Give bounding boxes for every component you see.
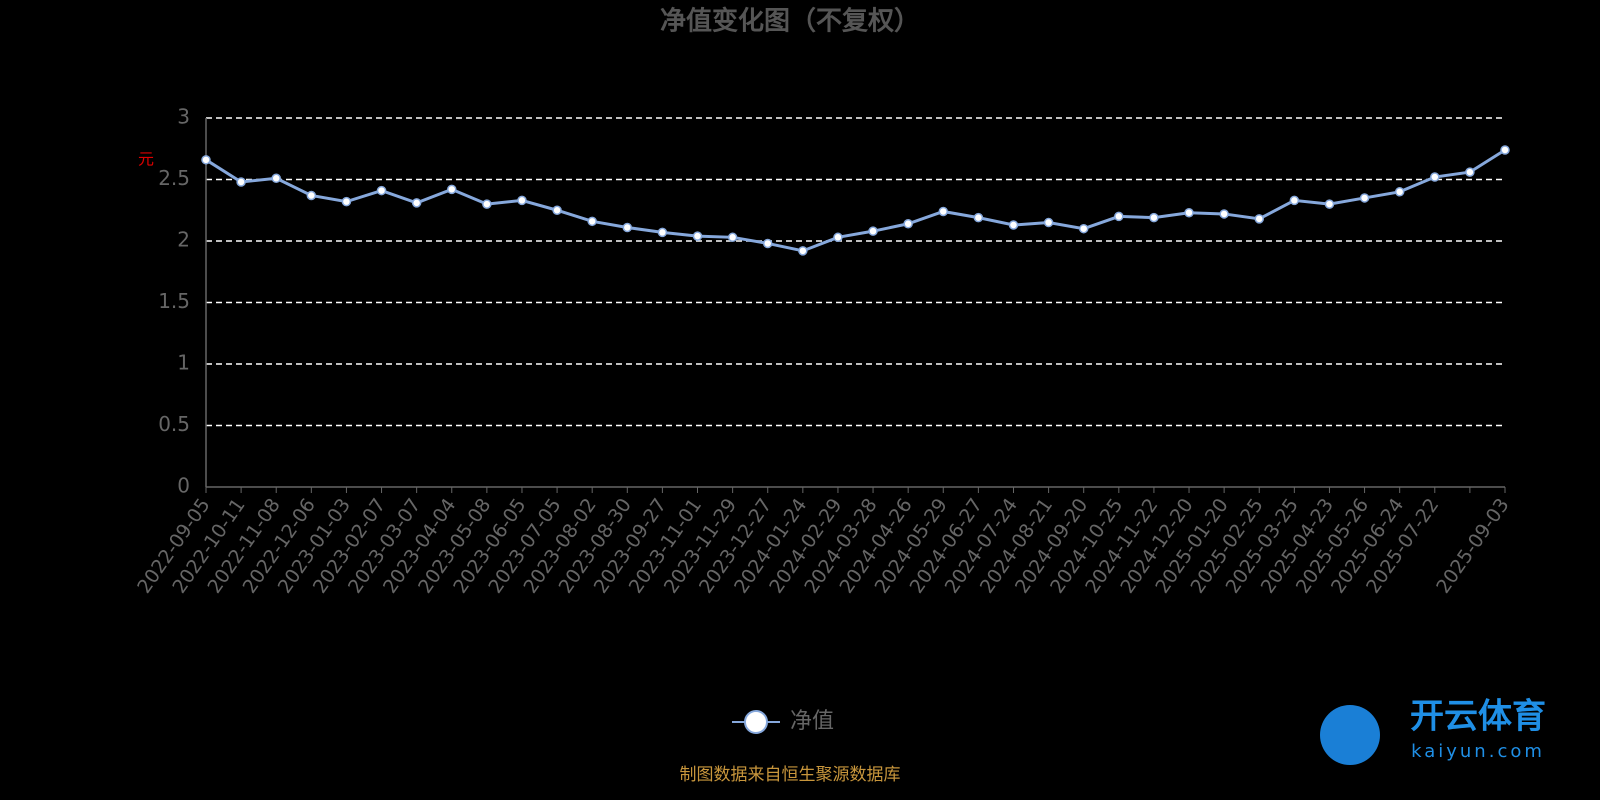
point (1394, 187, 1405, 197)
point (552, 205, 562, 215)
legend-marker (744, 710, 768, 734)
watermark-site: kaiyun.com (1411, 741, 1545, 762)
point (1465, 167, 1475, 177)
point (1359, 193, 1370, 203)
y-tick-label: 1 (177, 351, 190, 375)
chart-title: 净值变化图（不复权） (660, 6, 920, 37)
point (1149, 212, 1159, 223)
point (447, 184, 457, 195)
y-axis-label: 元 (138, 150, 154, 169)
point (341, 196, 352, 207)
point (938, 206, 949, 217)
y-tick-label: 3 (177, 105, 190, 129)
point (201, 155, 211, 165)
point (868, 226, 878, 236)
point (1500, 145, 1510, 155)
point (692, 231, 703, 241)
watermark-logo (1320, 705, 1380, 765)
point (271, 173, 281, 184)
point (1043, 217, 1054, 228)
point (1430, 172, 1440, 182)
point (622, 222, 633, 233)
point (517, 195, 527, 206)
point (1324, 199, 1335, 209)
y-tick-label: 2 (177, 228, 190, 252)
point (762, 238, 773, 249)
point (903, 219, 913, 229)
point (306, 190, 317, 201)
x-tick-label: 2025-09-03 (1432, 494, 1513, 597)
point (1289, 195, 1300, 206)
point (1254, 214, 1264, 224)
point (1114, 211, 1124, 222)
point (587, 216, 597, 227)
y-tick-label: 1.5 (158, 289, 190, 313)
y-tick-label: 0 (177, 474, 190, 498)
point (973, 212, 984, 223)
point (236, 177, 246, 187)
point (1184, 207, 1194, 218)
line (205, 148, 1506, 253)
point (411, 198, 422, 208)
y-tick-label: 2.5 (158, 166, 190, 190)
point (482, 199, 492, 209)
legend-label: 净值 (790, 709, 834, 734)
source-note: 制图数据来自恒生聚源数据库 (680, 765, 901, 785)
point (727, 232, 738, 243)
watermark-brand: 开云体育 (1410, 697, 1546, 737)
point (798, 246, 808, 256)
y-tick-label: 0.5 (158, 412, 190, 436)
point (833, 232, 843, 243)
point (1008, 220, 1019, 230)
point (657, 227, 668, 238)
watermark: 开云体育 kaiyun.com (1320, 697, 1546, 765)
point (1078, 223, 1089, 234)
point (376, 185, 387, 196)
point (1219, 209, 1229, 219)
